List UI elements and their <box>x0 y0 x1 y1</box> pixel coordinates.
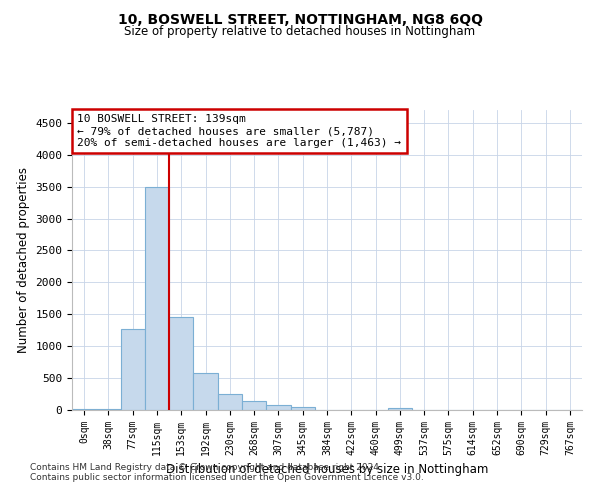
Bar <box>96 408 121 410</box>
Text: 10 BOSWELL STREET: 139sqm
← 79% of detached houses are smaller (5,787)
20% of se: 10 BOSWELL STREET: 139sqm ← 79% of detac… <box>77 114 401 148</box>
Bar <box>266 405 290 410</box>
Y-axis label: Number of detached properties: Number of detached properties <box>17 167 30 353</box>
Bar <box>290 407 315 410</box>
Text: Size of property relative to detached houses in Nottingham: Size of property relative to detached ho… <box>124 25 476 38</box>
X-axis label: Distribution of detached houses by size in Nottingham: Distribution of detached houses by size … <box>166 464 488 476</box>
Bar <box>145 186 169 410</box>
Text: Contains public sector information licensed under the Open Government Licence v3: Contains public sector information licen… <box>30 474 424 482</box>
Bar <box>388 408 412 410</box>
Bar <box>121 329 145 410</box>
Bar <box>193 373 218 410</box>
Bar <box>242 401 266 410</box>
Text: 10, BOSWELL STREET, NOTTINGHAM, NG8 6QQ: 10, BOSWELL STREET, NOTTINGHAM, NG8 6QQ <box>118 12 482 26</box>
Text: Contains HM Land Registry data © Crown copyright and database right 2024.: Contains HM Land Registry data © Crown c… <box>30 464 382 472</box>
Bar <box>218 394 242 410</box>
Bar <box>169 318 193 410</box>
Bar <box>72 408 96 410</box>
